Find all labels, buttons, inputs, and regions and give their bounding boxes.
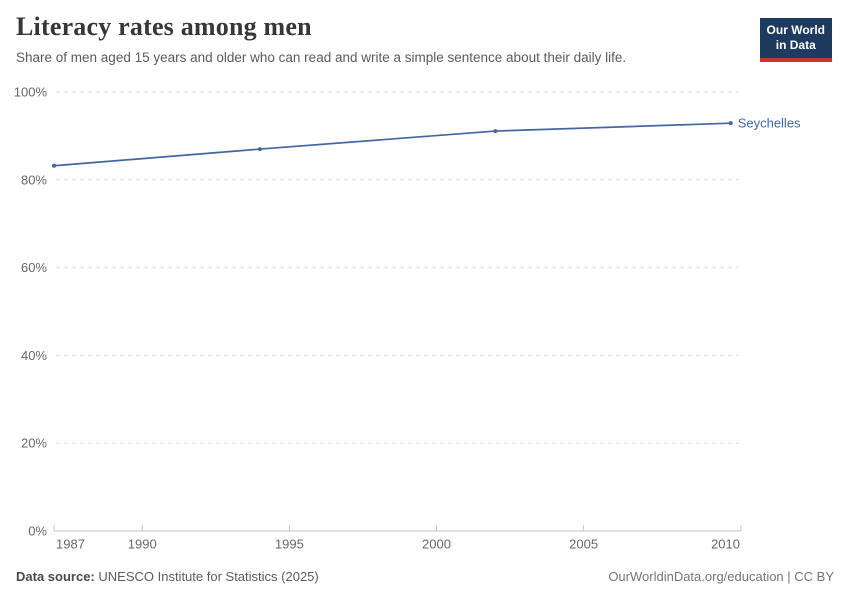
owid-logo-line1: Our World <box>766 23 825 37</box>
data-source-label: Data source: <box>16 569 95 584</box>
y-tick-label-20: 20% <box>21 436 47 451</box>
series-line-seychelles[interactable] <box>53 122 732 167</box>
owid-logo-line2: in Data <box>775 38 816 53</box>
x-tick-label-1995: 1995 <box>275 537 304 552</box>
chart-subtitle: Share of men aged 15 years and older who… <box>16 50 627 65</box>
chart-footer: Data source: UNESCO Institute for Statis… <box>16 569 834 584</box>
x-tick-label-1990: 1990 <box>128 537 157 552</box>
data-point-seychelles-2002[interactable] <box>493 129 498 134</box>
y-tick-label-100: 100% <box>14 85 48 100</box>
data-source-note: Data source: UNESCO Institute for Statis… <box>16 569 319 584</box>
y-tick-label-0: 0% <box>28 524 47 539</box>
data-point-seychelles-1994[interactable] <box>257 147 262 152</box>
x-tick-label-1987: 1987 <box>56 537 85 552</box>
y-tick-label-40: 40% <box>21 348 47 363</box>
data-point-seychelles-1987[interactable] <box>52 163 56 168</box>
y-tick-label-60: 60% <box>21 260 47 275</box>
data-point-seychelles-2010[interactable] <box>728 121 733 126</box>
x-tick-label-2005: 2005 <box>569 537 598 552</box>
data-source-value: UNESCO Institute for Statistics (2025) <box>98 569 319 584</box>
owid-logo[interactable]: Our World in Data <box>759 18 832 62</box>
x-tick-label-2010: 2010 <box>711 537 740 552</box>
attribution-note[interactable]: OurWorldinData.org/education | CC BY <box>608 569 834 584</box>
series-endpoint-label-seychelles[interactable]: Seychelles <box>738 116 801 131</box>
y-tick-label-80: 80% <box>21 172 47 187</box>
x-tick-label-2000: 2000 <box>422 537 451 552</box>
chart-title: Literacy rates among men <box>16 12 312 41</box>
